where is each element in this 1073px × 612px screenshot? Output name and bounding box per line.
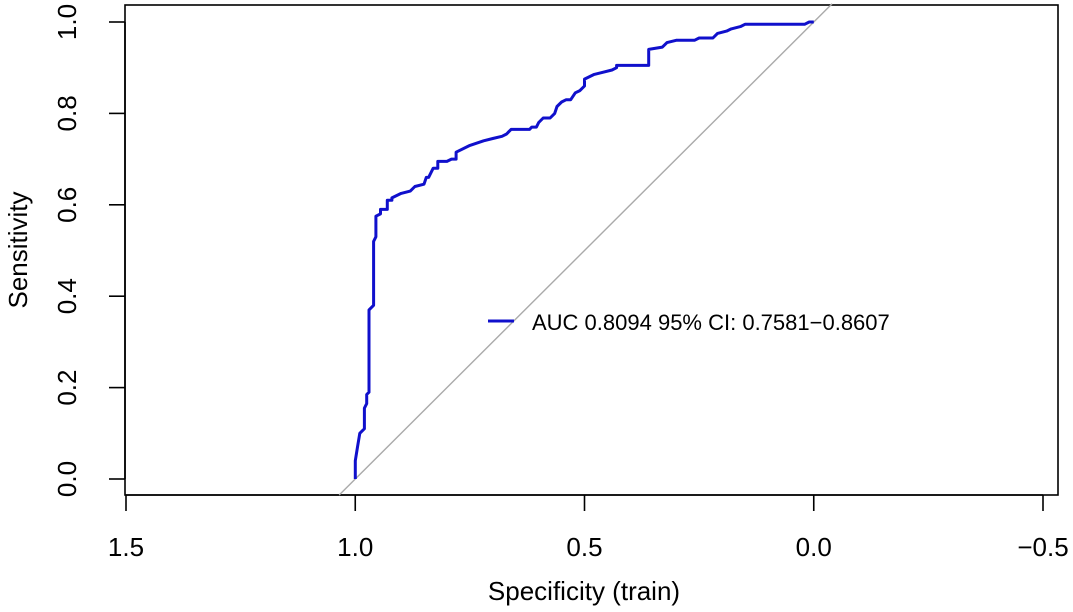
x-axis-label: Specificity (train) <box>488 576 680 606</box>
x-tick-label: 0.0 <box>796 532 832 562</box>
reference-diagonal-line <box>338 3 833 496</box>
y-axis-label: Sensitivity <box>3 191 33 308</box>
y-tick-label: 0.4 <box>52 278 82 314</box>
x-axis: 1.5 1.0 0.5 0.0 −0.5 <box>108 494 1069 562</box>
legend: AUC 0.8094 95% CI: 0.7581−0.8607 <box>488 310 890 335</box>
y-tick-label: 0.2 <box>52 370 82 406</box>
roc-curve-line <box>353 20 814 479</box>
y-tick-label: 1.0 <box>52 4 82 40</box>
x-tick-label: −0.5 <box>1017 532 1068 562</box>
x-tick-label: 1.5 <box>108 532 144 562</box>
y-tick-label: 0.6 <box>52 187 82 223</box>
plot-frame <box>124 4 1059 496</box>
x-tick-label: 0.5 <box>566 532 602 562</box>
legend-label: AUC 0.8094 95% CI: 0.7581−0.8607 <box>532 310 890 335</box>
x-tick-label: 1.0 <box>337 532 373 562</box>
y-tick-label: 0.0 <box>52 461 82 497</box>
y-tick-label: 0.8 <box>52 95 82 131</box>
y-axis: 0.0 0.2 0.4 0.6 0.8 1.0 <box>52 4 126 497</box>
